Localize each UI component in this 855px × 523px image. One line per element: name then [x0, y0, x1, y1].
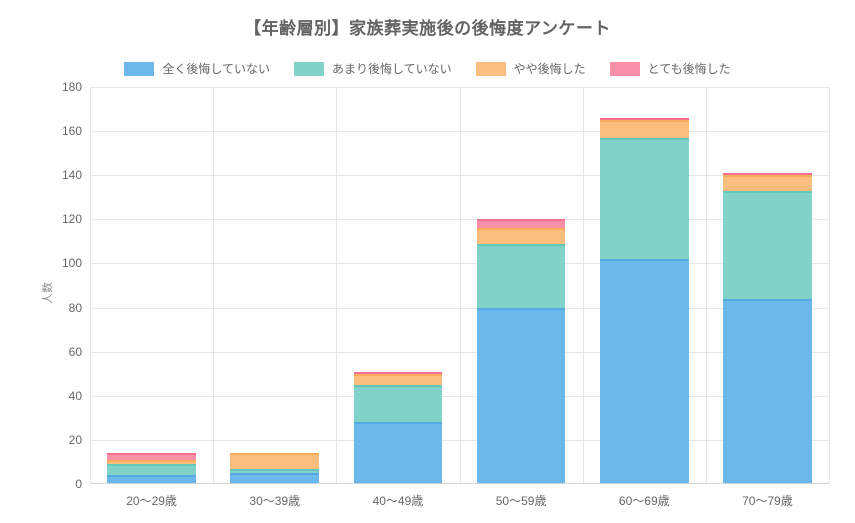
bar-segment-series0-cat1[interactable]: [230, 472, 320, 484]
x-tick-label: 20〜29歳: [126, 494, 177, 508]
legend-swatch-icon: [293, 61, 324, 76]
x-tick-label: 50〜59歳: [495, 494, 547, 508]
legend-label: 全く後悔していない: [162, 62, 270, 76]
bar-segment-series1-cat4[interactable]: [599, 137, 689, 260]
bar-segment-series2-cat5[interactable]: [723, 175, 812, 191]
legend-swatch-icon: [124, 61, 155, 76]
legend-item-0[interactable]: 全く後悔していない: [124, 60, 270, 77]
legend-item-1[interactable]: あまり後悔していない: [293, 60, 452, 77]
bar-segment-series2-cat1[interactable]: [230, 453, 320, 469]
y-tick-label: 80: [68, 300, 82, 315]
x-tick-label: 70〜79歳: [742, 494, 793, 508]
legend-label: やや後悔した: [513, 62, 586, 76]
bar-segment-series3-cat2[interactable]: [353, 371, 443, 374]
v-gridline: [90, 87, 91, 484]
bar-column-2: [336, 87, 459, 484]
bar-segment-series2-cat4[interactable]: [599, 120, 689, 138]
bar-segment-series1-cat5[interactable]: [723, 190, 812, 299]
v-gridline: [582, 87, 584, 484]
bar-stack: [107, 453, 196, 484]
bar-segment-series1-cat0[interactable]: [107, 464, 196, 476]
bar-segment-series3-cat4[interactable]: [599, 117, 689, 121]
y-axis-tick-labels: 0 20 40 60 80 100 120 140 160 180: [0, 80, 82, 491]
legend-item-2[interactable]: やや後悔した: [475, 60, 586, 77]
bar-column-1: [213, 87, 336, 484]
bar-stack: [723, 173, 812, 484]
v-gridline: [829, 87, 830, 484]
bar-stack: [230, 453, 320, 484]
y-tick-label: 20: [68, 432, 82, 447]
x-axis-baseline: [90, 483, 829, 484]
bar-segment-series3-cat3[interactable]: [476, 219, 566, 229]
x-axis-tick-labels: 20〜29歳 30〜39歳 40〜49歳 50〜59歳 60〜69歳 70〜79歳: [90, 492, 829, 509]
legend-swatch-icon: [609, 61, 640, 76]
chart-title: 【年齢層別】家族葬実施後の後悔度アンケート: [244, 19, 611, 38]
legend-item-3[interactable]: とても後悔した: [609, 60, 731, 77]
bar-stack: [599, 117, 689, 484]
bar-segment-series0-cat3[interactable]: [476, 307, 566, 484]
plot-area: [90, 87, 830, 484]
legend-swatch-icon: [475, 61, 506, 76]
x-tick-label: 40〜49歳: [372, 494, 424, 508]
bars-container: [90, 87, 829, 484]
y-tick-label: 160: [61, 124, 82, 139]
x-tick-label: 60〜69歳: [618, 494, 670, 508]
bar-column-0: [90, 87, 213, 484]
y-tick-label: 180: [61, 80, 82, 94]
bar-segment-series0-cat2[interactable]: [353, 422, 443, 484]
bar-segment-series0-cat0[interactable]: [107, 475, 196, 484]
bar-segment-series1-cat2[interactable]: [353, 384, 443, 423]
legend-label: あまり後悔していない: [331, 62, 452, 76]
bar-column-5: [706, 87, 829, 484]
y-tick-label: 0: [75, 477, 82, 491]
bar-column-3: [460, 87, 583, 484]
bar-segment-series1-cat3[interactable]: [476, 243, 566, 308]
v-gridline: [459, 87, 461, 484]
bar-segment-series2-cat3[interactable]: [476, 228, 566, 244]
bar-segment-series1-cat1[interactable]: [230, 468, 320, 473]
y-tick-label: 40: [68, 388, 82, 403]
bar-column-4: [583, 87, 706, 484]
bar-segment-series0-cat5[interactable]: [723, 298, 812, 484]
v-gridline: [336, 87, 338, 484]
bar-segment-series0-cat4[interactable]: [599, 259, 689, 484]
bar-segment-series3-cat5[interactable]: [723, 173, 812, 176]
bar-segment-series2-cat0[interactable]: [107, 459, 196, 465]
chart-legend: 全く後悔していない あまり後悔していない やや後悔した とても後悔した: [0, 60, 855, 77]
y-tick-label: 140: [61, 168, 82, 183]
bar-segment-series2-cat2[interactable]: [353, 373, 443, 385]
legend-label: とても後悔した: [647, 62, 731, 76]
y-tick-label: 60: [68, 344, 82, 359]
y-tick-label: 100: [61, 256, 82, 271]
bar-segment-series3-cat0[interactable]: [107, 453, 196, 460]
bar-stack: [353, 371, 443, 484]
x-tick-label: 30〜39歳: [249, 494, 301, 508]
bar-stack: [476, 219, 566, 484]
y-tick-label: 120: [61, 212, 82, 227]
v-gridline: [705, 87, 707, 484]
v-gridline: [213, 87, 215, 484]
